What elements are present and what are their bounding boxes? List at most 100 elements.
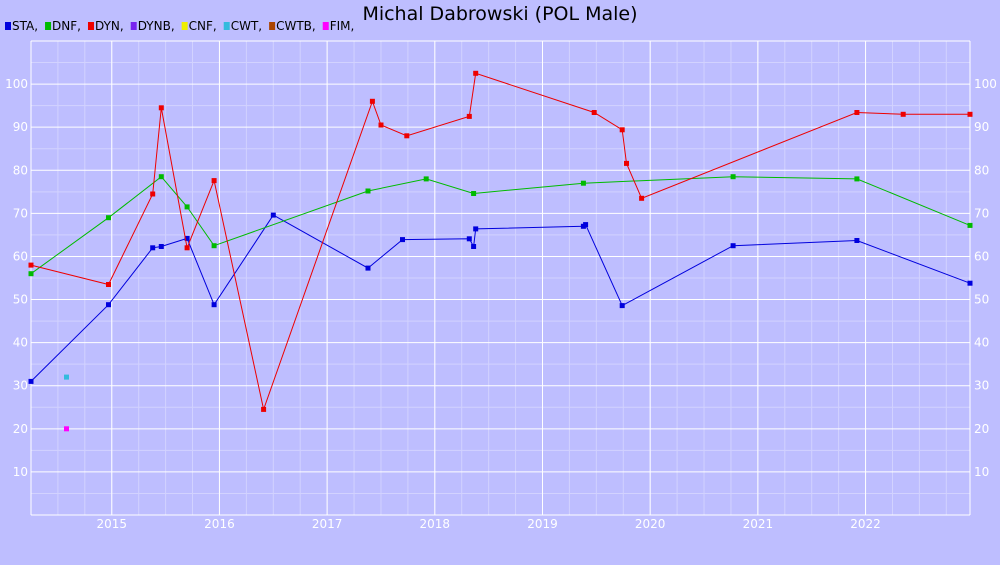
data-point-sta [211,302,217,308]
data-point-dyn [466,113,472,119]
data-point-dnf [211,243,217,249]
x-tick-label: 2021 [743,517,774,531]
y-tick-label-right: 40 [974,336,989,350]
grid [30,40,970,515]
legend-label-fim: FIM, [330,19,355,33]
data-point-dnf [471,191,477,196]
y-tick-label-right: 60 [974,249,989,263]
data-point-dyn [378,122,384,128]
data-point-dyn [106,282,111,287]
y-tick-label-left: 10 [13,465,28,479]
legend-swatch-cwtb [269,22,276,30]
data-point-dyn [369,98,375,104]
data-point-dnf [158,174,164,180]
data-point-sta [158,244,164,249]
data-point-dyn [261,406,267,412]
data-point-dnf [423,176,429,182]
data-point-dyn [854,110,860,115]
legend-swatch-cwt [223,22,230,30]
legend-swatch-sta [5,22,11,30]
data-point-dyn [624,160,629,166]
chart-title: Michal Dabrowski (POL Male) [362,3,637,25]
x-tick-label: 2018 [420,517,451,531]
data-point-sta [730,243,736,249]
y-tick-label-left: 90 [13,120,28,134]
y-tick-label-left: 40 [13,336,28,350]
data-point-dyn [473,70,479,76]
data-point-dnf [730,174,736,180]
x-tick-label: 2019 [527,517,558,531]
data-point-sta [106,302,111,308]
data-point-dyn [150,191,156,197]
y-tick-label-right: 20 [974,422,989,436]
data-point-sta [150,245,156,251]
data-point-dyn [591,110,597,115]
x-tick-label: 2017 [312,517,343,531]
data-point-sta [619,303,625,309]
data-point-dyn [211,178,217,184]
data-point-fim [64,426,69,432]
data-point-dyn [28,262,34,268]
data-point-sta [184,235,190,241]
legend-label-dnf: DNF, [52,19,81,33]
y-tick-label-right: 100 [974,77,997,91]
data-point-dnf [184,204,190,210]
data-point-sta [583,222,589,228]
legend-label-dynb: DYNB, [138,19,175,33]
series-layer [28,70,973,432]
data-point-dnf [967,222,973,228]
data-point-dyn [404,133,410,139]
x-tick-label: 2022 [850,517,881,531]
legend-label-sta: STA, [12,19,38,33]
y-tick-label-left: 100 [5,77,28,91]
legend-label-dyn: DYN, [95,19,124,33]
data-point-cwt [64,374,69,380]
data-point-sta [466,236,472,242]
data-point-sta [400,237,405,243]
series-line-dnf [30,176,971,275]
data-point-sta [967,280,973,286]
y-tick-label-right: 80 [974,163,989,177]
y-tick-label-right: 30 [974,379,989,393]
legend-label-cwt: CWT, [231,19,262,33]
data-point-dnf [28,271,34,277]
legend-swatch-dynb [130,22,137,30]
data-point-dnf [854,176,860,182]
y-tick-label-left: 30 [13,379,28,393]
legend-swatch-fim [322,22,329,30]
data-point-sta [28,378,34,384]
y-tick-label-right: 70 [974,206,989,220]
y-tick-label-left: 80 [13,163,28,177]
y-tick-label-left: 60 [13,249,28,263]
data-point-dyn [639,195,645,201]
x-tick-label: 2015 [96,517,127,531]
y-tick-label-right: 50 [974,293,989,307]
data-point-dnf [365,188,371,194]
data-point-dyn [184,245,190,251]
data-point-dnf [106,215,111,221]
data-point-sta [365,265,371,271]
data-point-sta [471,244,477,249]
y-tick-label-left: 20 [13,422,28,436]
data-point-dyn [158,105,164,111]
y-tick-label-left: 50 [13,293,28,307]
data-point-dnf [580,180,586,186]
legend: STA, DNF, DYN, DYNB, CNF, CWT, CWTB, FIM, [5,19,354,33]
y-tick-label-right: 10 [974,465,989,479]
data-point-dyn [900,111,906,117]
data-point-dyn [967,111,973,117]
y-tick-label-left: 70 [13,206,28,220]
legend-swatch-dnf [45,22,52,30]
x-tick-label: 2020 [635,517,666,531]
data-point-dyn [619,127,625,133]
legend-label-cwtb: CWTB, [276,19,316,33]
data-point-sta [473,226,479,232]
legend-label-cnf: CNF, [189,19,217,33]
legend-swatch-cnf [181,22,188,30]
data-point-sta [854,238,860,243]
legend-swatch-dyn [87,22,94,30]
data-point-sta [270,212,276,218]
